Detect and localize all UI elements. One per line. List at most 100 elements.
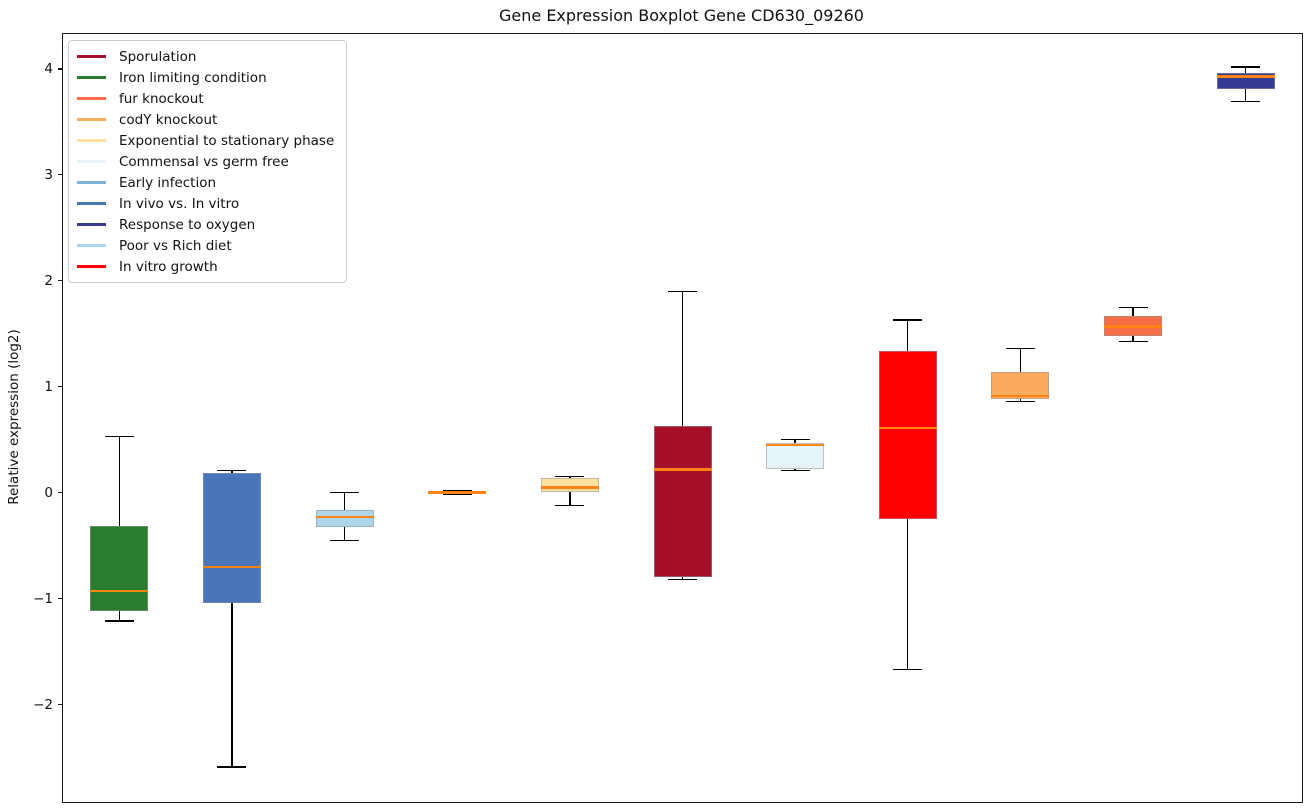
legend-item-iron-limiting-condition: Iron limiting condition bbox=[77, 67, 334, 88]
median-sporulation bbox=[653, 468, 712, 471]
cap-upper-in-vitro-growth bbox=[893, 319, 923, 321]
whisker-upper-response-to-oxygen bbox=[1244, 66, 1247, 74]
whisker-lower-fur-knockout bbox=[1132, 335, 1134, 342]
whisker-lower-exponential-to-stationary-phase bbox=[569, 491, 571, 506]
y-tick-label: −1 bbox=[33, 590, 53, 607]
cap-lower-response-to-oxygen bbox=[1231, 101, 1261, 103]
legend-label: Iron limiting condition bbox=[119, 69, 267, 86]
whisker-lower-response-to-oxygen bbox=[1244, 89, 1247, 102]
cap-lower-in-vivo-vs-in-vitro bbox=[217, 766, 247, 768]
legend-color-line bbox=[77, 244, 106, 247]
y-tick-mark bbox=[58, 703, 63, 706]
median-fur-knockout bbox=[1104, 325, 1163, 328]
legend-color-line bbox=[77, 55, 106, 58]
cap-upper-poor-vs-rich-diet bbox=[330, 491, 360, 494]
y-tick-mark bbox=[58, 280, 63, 282]
cap-lower-sporulation bbox=[668, 578, 697, 581]
whisker-lower-cody-knockout bbox=[1019, 399, 1022, 402]
box-commensal-vs-germ-free bbox=[766, 442, 825, 470]
legend-color-line bbox=[77, 160, 106, 163]
y-tick-label: 0 bbox=[44, 484, 53, 501]
y-tick-mark bbox=[58, 174, 63, 176]
legend-label: Sporulation bbox=[119, 48, 197, 65]
legend-label: Response to oxygen bbox=[119, 216, 256, 233]
median-commensal-vs-germ-free bbox=[766, 443, 825, 447]
legend-color-line bbox=[77, 265, 106, 268]
median-iron-limiting-condition bbox=[90, 589, 149, 593]
whisker-upper-sporulation bbox=[681, 291, 684, 426]
legend-item-commensal-vs-germ-free: Commensal vs germ free bbox=[77, 151, 334, 172]
whisker-lower-poor-vs-rich-diet bbox=[343, 526, 346, 541]
whisker-lower-in-vivo-vs-in-vitro bbox=[231, 602, 233, 768]
cap-upper-in-vivo-vs-in-vitro bbox=[217, 469, 247, 472]
whisker-upper-iron-limiting-condition bbox=[118, 436, 120, 526]
y-tick-label: −2 bbox=[33, 696, 53, 713]
cap-lower-poor-vs-rich-diet bbox=[330, 539, 360, 542]
box-iron-limiting-condition bbox=[90, 525, 149, 612]
y-axis-label: Relative expression (log2) bbox=[6, 329, 22, 505]
median-response-to-oxygen bbox=[1216, 75, 1275, 78]
cap-upper-exponential-to-stationary-phase bbox=[555, 476, 585, 478]
median-poor-vs-rich-diet bbox=[315, 515, 374, 519]
median-cody-knockout bbox=[991, 395, 1050, 398]
legend-item-sporulation: Sporulation bbox=[77, 46, 334, 67]
cap-upper-fur-knockout bbox=[1118, 306, 1148, 308]
y-tick-mark bbox=[58, 598, 63, 600]
box-in-vivo-vs-in-vitro bbox=[202, 472, 261, 603]
legend-label: Commensal vs germ free bbox=[119, 153, 289, 170]
cap-upper-commensal-vs-germ-free bbox=[780, 439, 810, 441]
legend-label: In vivo vs. In vitro bbox=[119, 195, 240, 212]
whisker-upper-poor-vs-rich-diet bbox=[343, 492, 346, 510]
whisker-lower-iron-limiting-condition bbox=[118, 611, 120, 621]
legend-label: Exponential to stationary phase bbox=[119, 132, 335, 149]
cap-upper-early-infection bbox=[442, 490, 472, 492]
legend-item-early-infection: Early infection bbox=[77, 172, 334, 193]
cap-lower-exponential-to-stationary-phase bbox=[555, 504, 585, 507]
legend-color-line bbox=[77, 76, 106, 79]
y-tick-label: 3 bbox=[44, 166, 53, 183]
cap-upper-iron-limiting-condition bbox=[104, 435, 134, 438]
box-exponential-to-stationary-phase bbox=[540, 477, 599, 492]
y-tick-label: 4 bbox=[44, 60, 53, 77]
cap-lower-iron-limiting-condition bbox=[104, 620, 134, 622]
box-cody-knockout bbox=[991, 371, 1050, 400]
cap-lower-cody-knockout bbox=[1005, 400, 1035, 403]
whisker-lower-in-vitro-growth bbox=[907, 519, 909, 670]
legend-color-line bbox=[77, 181, 106, 184]
whisker-lower-sporulation bbox=[681, 577, 684, 580]
legend-item-in-vitro-growth: In vitro growth bbox=[77, 256, 334, 277]
legend-color-line bbox=[77, 97, 106, 100]
y-tick-label: 1 bbox=[44, 378, 53, 395]
cap-upper-response-to-oxygen bbox=[1231, 66, 1261, 68]
legend-label: In vitro growth bbox=[119, 258, 218, 275]
cap-upper-cody-knockout bbox=[1005, 347, 1035, 350]
legend-color-line bbox=[77, 118, 106, 121]
legend-label: Early infection bbox=[119, 174, 217, 191]
legend-color-line bbox=[77, 223, 106, 226]
chart-title: Gene Expression Boxplot Gene CD630_09260 bbox=[499, 6, 864, 25]
median-in-vitro-growth bbox=[878, 426, 937, 430]
y-tick-label: 2 bbox=[44, 272, 53, 289]
legend-item-poor-vs-rich-diet: Poor vs Rich diet bbox=[77, 235, 334, 256]
box-sporulation bbox=[653, 425, 712, 578]
cap-lower-fur-knockout bbox=[1118, 340, 1148, 342]
legend-color-line bbox=[77, 139, 106, 142]
legend-item-fur-knockout: fur knockout bbox=[77, 88, 334, 109]
whisker-upper-cody-knockout bbox=[1019, 348, 1022, 372]
y-tick-mark bbox=[58, 386, 63, 388]
cap-lower-early-infection bbox=[442, 493, 472, 495]
whisker-upper-fur-knockout bbox=[1132, 307, 1134, 316]
cap-lower-commensal-vs-germ-free bbox=[780, 469, 810, 472]
legend-item-exponential-to-stationary-phase: Exponential to stationary phase bbox=[77, 130, 334, 151]
whisker-upper-in-vivo-vs-in-vitro bbox=[231, 470, 233, 473]
y-tick-mark bbox=[58, 68, 63, 70]
box-in-vitro-growth bbox=[878, 350, 937, 520]
legend-item-in-vivo-vs-in-vitro: In vivo vs. In vitro bbox=[77, 193, 334, 214]
legend-label: codY knockout bbox=[119, 111, 218, 128]
legend-label: Poor vs Rich diet bbox=[119, 237, 232, 254]
legend-item-response-to-oxygen: Response to oxygen bbox=[77, 214, 334, 235]
y-tick-mark bbox=[58, 492, 63, 494]
legend-color-line bbox=[77, 202, 106, 205]
median-in-vivo-vs-in-vitro bbox=[202, 565, 261, 569]
